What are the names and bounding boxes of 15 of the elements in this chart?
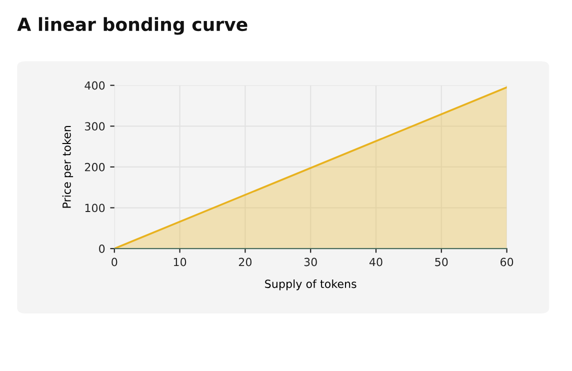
x-tick-label: 0 (112, 258, 118, 266)
x-tick-label: 20 (238, 258, 252, 266)
y-tick-label: 100 (85, 204, 105, 212)
chart-title: A linear bonding curve (17, 17, 248, 35)
y-tick-label: 300 (85, 122, 105, 131)
y-tick-label: 400 (84, 81, 105, 90)
y-axis-title: Price per token (62, 126, 74, 208)
x-tick-label: 10 (174, 258, 186, 266)
x-tick-label: 60 (500, 258, 514, 266)
y-tick-label: 200 (84, 162, 105, 172)
y-tick-label: 0 (99, 244, 105, 253)
x-tick-label: 50 (435, 258, 448, 266)
x-tick-label: 30 (304, 258, 317, 266)
x-axis-title: Supply of tokens (265, 279, 356, 290)
x-tick-label: 40 (369, 258, 382, 266)
